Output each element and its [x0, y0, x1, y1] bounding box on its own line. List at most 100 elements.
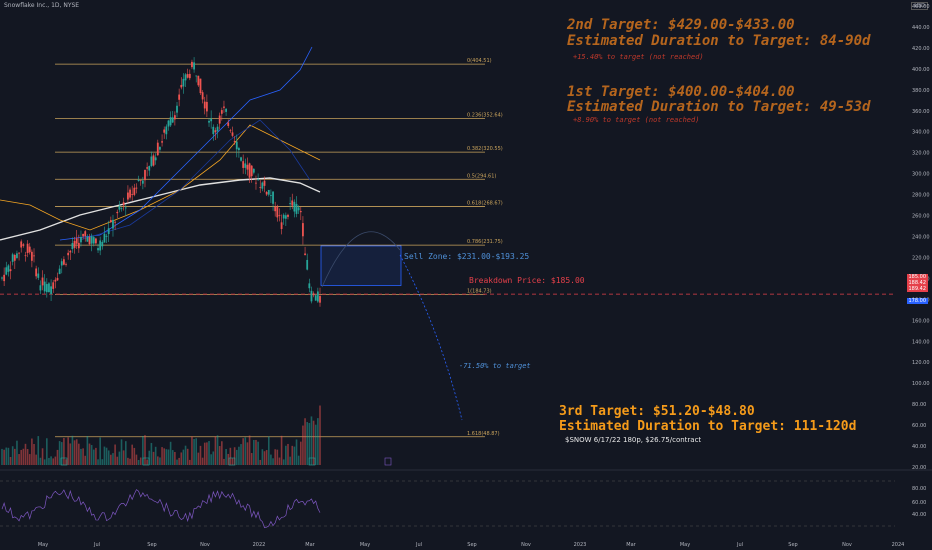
volume-bar: [253, 440, 255, 465]
candle-body: [289, 203, 292, 205]
candle-body: [90, 236, 93, 244]
volume-bar: [122, 450, 125, 465]
time-axis-label: 2024: [892, 542, 905, 548]
volume-bar: [302, 425, 304, 465]
volume-bar: [233, 447, 236, 465]
volume-bar: [92, 449, 95, 465]
candle-body: [52, 282, 55, 289]
candle-body: [154, 157, 157, 161]
volume-bar: [163, 448, 166, 465]
target1-duration: Estimated Duration to Target: 49-53d: [567, 99, 871, 115]
volume-bar: [105, 447, 108, 465]
candle-body: [250, 165, 253, 177]
candle-body: [141, 180, 144, 184]
candle-body: [107, 228, 110, 235]
volume-bar: [110, 454, 112, 465]
candle-body: [218, 115, 221, 124]
fib-label: 0(404.51): [467, 58, 492, 64]
currency-badge[interactable]: USD: [911, 2, 928, 10]
time-axis-label: May: [360, 542, 370, 548]
candle-body: [274, 206, 277, 212]
price-axis-label: 460.00: [912, 4, 930, 10]
volume-bar: [184, 445, 187, 465]
candle-body: [182, 78, 185, 87]
candle-body: [88, 237, 91, 245]
candle-body: [205, 101, 208, 112]
volume-bar: [142, 435, 144, 465]
volume-bar: [240, 444, 242, 465]
volume-bar: [60, 442, 63, 465]
target1-title: 1st Target: $400.00-$404.00: [567, 84, 795, 100]
volume-bar: [297, 455, 300, 465]
candle-body: [255, 182, 257, 184]
volume-bar: [287, 443, 289, 465]
volume-bar: [263, 451, 266, 465]
volume-bar: [235, 449, 238, 465]
volume-bar: [35, 454, 37, 465]
candle-body: [208, 120, 210, 123]
price-axis-label: 320.00: [912, 151, 930, 157]
ma-50: [0, 124, 321, 231]
candle-body: [265, 192, 268, 195]
volume-bar: [3, 449, 5, 465]
volume-bar: [291, 445, 294, 465]
price-axis-label: 140.00: [912, 339, 930, 345]
time-axis-label: Nov: [842, 542, 852, 548]
sell-zone-box: [320, 245, 402, 286]
candle-body: [220, 110, 223, 114]
candle-body: [24, 255, 27, 257]
volume-bar: [28, 454, 31, 465]
candle-body: [176, 105, 178, 113]
volume-bar: [227, 453, 230, 465]
candle-body: [122, 202, 125, 206]
candle-body: [280, 222, 283, 230]
volume-bar: [285, 445, 287, 465]
volume-bar: [191, 436, 193, 465]
candle-body: [291, 200, 294, 206]
volume-bar: [261, 449, 264, 465]
candle-body: [191, 61, 193, 68]
volume-bar: [161, 447, 163, 465]
volume-bar: [14, 448, 16, 465]
volume-bar: [308, 423, 311, 465]
candle-body: [133, 187, 136, 195]
candle-body: [195, 75, 198, 77]
volume-bar: [137, 459, 140, 465]
volume-bar: [299, 441, 302, 465]
volume-bar: [154, 446, 157, 465]
volume-bar: [65, 459, 67, 465]
volume-bar: [310, 416, 313, 465]
candle-body: [67, 252, 70, 256]
candle-body: [233, 141, 236, 143]
candle-body: [237, 148, 240, 151]
candle-body: [199, 78, 202, 94]
target1-note: +8.90% to target (not reached): [573, 116, 700, 124]
candle-body: [139, 180, 142, 181]
candle-body: [11, 254, 14, 262]
candle-body: [35, 268, 38, 277]
volume-bar: [41, 448, 44, 465]
candle-body: [210, 118, 213, 122]
candle-body: [60, 261, 63, 266]
candle-body: [20, 241, 23, 248]
volume-bar: [16, 440, 18, 465]
candle-body: [178, 94, 181, 100]
volume-bar: [5, 447, 8, 465]
candle-body: [22, 244, 25, 246]
candle-body: [146, 167, 149, 169]
volume-bar: [103, 446, 106, 465]
target3-title: 3rd Target: $51.20-$48.80: [559, 404, 755, 419]
candle-body: [188, 73, 191, 79]
volume-bar: [99, 437, 101, 465]
time-axis-label: Jul: [415, 542, 422, 548]
volume-bar: [135, 454, 138, 465]
time-axis-label: Mar: [305, 542, 315, 548]
volume-bar: [18, 454, 20, 465]
volume-bar: [114, 444, 116, 465]
volume-bar: [39, 457, 42, 465]
volume-bar: [203, 442, 206, 465]
volume-bar: [317, 418, 319, 465]
candle-body: [272, 191, 274, 204]
volume-bar: [242, 438, 244, 465]
